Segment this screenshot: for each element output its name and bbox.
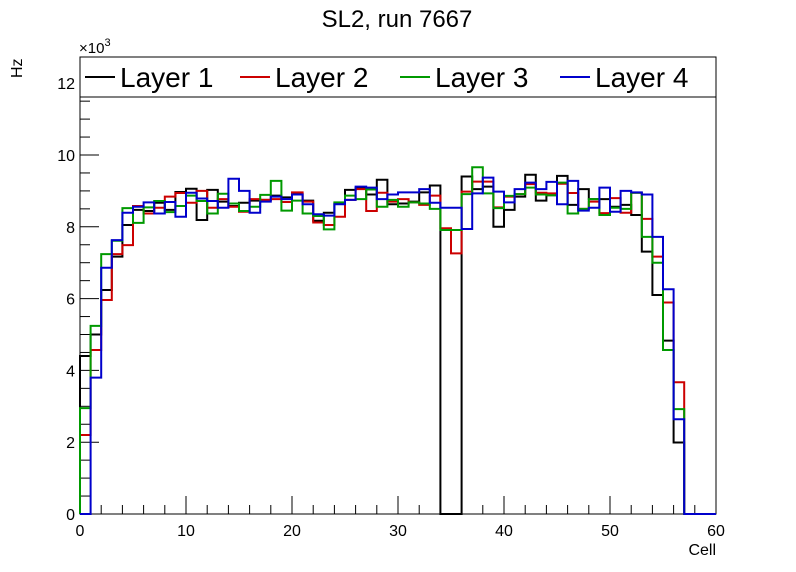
series-line xyxy=(79,180,716,515)
y-tick-label: 0 xyxy=(66,507,75,524)
legend-label: Layer 2 xyxy=(275,62,368,93)
plot-frame xyxy=(79,56,717,515)
y-tick-label: 6 xyxy=(66,292,75,309)
legend-label: Layer 1 xyxy=(120,62,213,93)
legend-entry: Layer 2 xyxy=(240,62,368,93)
series-layer-1 xyxy=(79,173,716,515)
y-exponent-label: ×103 xyxy=(79,37,111,57)
series-group xyxy=(79,166,716,515)
y-tick-label: 4 xyxy=(66,363,75,380)
y-tick-label: 8 xyxy=(66,220,75,237)
x-axis-label: Cell xyxy=(688,542,716,559)
x-tick-label: 60 xyxy=(707,523,725,540)
x-tick-label: 10 xyxy=(177,523,195,540)
series-layer-4 xyxy=(80,176,716,515)
series-line xyxy=(79,173,716,515)
series-layer-2 xyxy=(79,180,716,515)
x-tick-label: 20 xyxy=(283,523,301,540)
x-tick-label: 30 xyxy=(389,523,407,540)
y-exponent-power: 3 xyxy=(104,37,110,49)
legend-entry: Layer 1 xyxy=(85,62,213,93)
legend-entry: Layer 3 xyxy=(400,62,528,93)
legend-entry: Layer 4 xyxy=(560,62,688,93)
series-line xyxy=(79,166,716,515)
series-line xyxy=(80,176,716,515)
legend-label: Layer 3 xyxy=(435,62,528,93)
y-tick-label: 12 xyxy=(57,76,75,93)
x-tick-label: 0 xyxy=(76,523,85,540)
series-layer-3 xyxy=(79,166,716,515)
y-axis-label: Hz xyxy=(9,58,26,78)
legend: Layer 1 Layer 2 Layer 3 Layer 4 xyxy=(79,56,717,98)
legend-box xyxy=(79,56,717,98)
axes: 0 10 20 30 40 50 60 0 2 4 6 8 10 12 xyxy=(57,56,725,540)
y-tick-label: 10 xyxy=(57,148,75,165)
x-tick-label: 40 xyxy=(495,523,513,540)
legend-label: Layer 4 xyxy=(595,62,688,93)
y-tick-label: 2 xyxy=(66,435,75,452)
y-exponent-base: ×10 xyxy=(79,40,104,57)
x-tick-label: 50 xyxy=(601,523,619,540)
chart-title: SL2, run 7667 xyxy=(322,6,473,33)
